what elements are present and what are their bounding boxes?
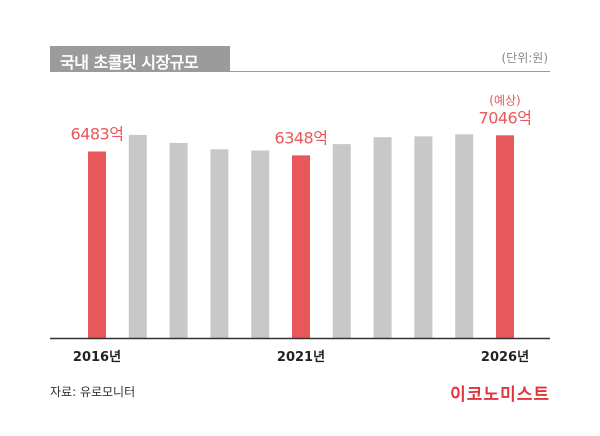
bar <box>210 149 229 338</box>
bar <box>373 137 392 338</box>
chart-title: 국내 초콜릿 시장규모 <box>60 53 199 72</box>
chart-title-box: 국내 초콜릿 시장규모 <box>50 46 230 72</box>
data-label: 6483억 <box>71 125 124 144</box>
bar <box>496 135 514 338</box>
bar <box>455 134 474 338</box>
data-label: 6348억 <box>275 128 328 147</box>
x-tick-label: 2026년 <box>481 350 529 365</box>
bar <box>332 144 351 338</box>
x-tick-label: 2016년 <box>73 350 121 365</box>
data-label-note: (예상) <box>489 93 520 107</box>
bar <box>128 134 147 338</box>
brand-logo: 이코노미스트 <box>450 385 550 405</box>
unit-label: (단위:원) <box>501 51 548 65</box>
bar <box>414 136 433 338</box>
x-tick-label: 2021년 <box>277 350 325 365</box>
bar <box>251 150 270 338</box>
source-note: 자료: 유로모니터 <box>50 385 136 399</box>
data-label: 7046억 <box>479 108 532 127</box>
bar <box>292 155 310 338</box>
bar <box>88 151 106 338</box>
bar <box>169 142 188 338</box>
title-underline <box>230 71 550 72</box>
